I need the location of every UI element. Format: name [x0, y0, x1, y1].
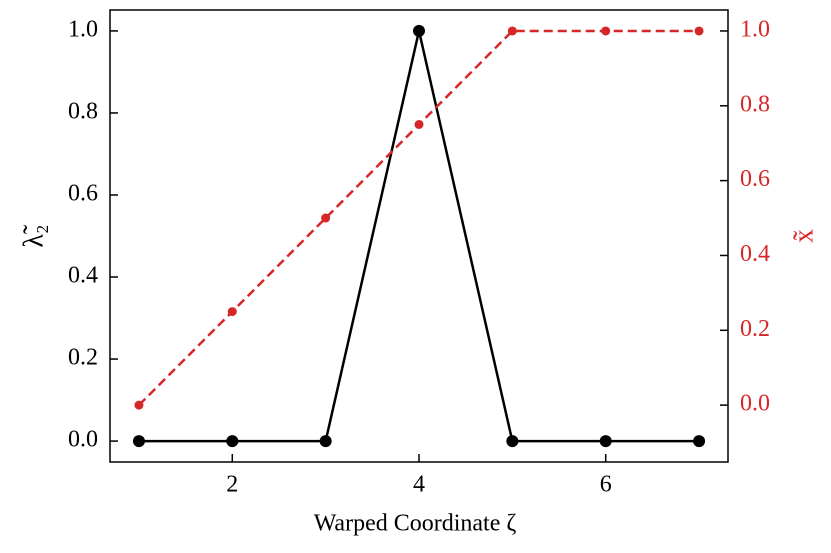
y-tick-label: 1.0 — [68, 16, 98, 42]
y2-tick-label: 0.4 — [740, 241, 770, 267]
point — [693, 435, 706, 448]
point — [414, 119, 424, 129]
point — [601, 26, 611, 36]
point — [227, 307, 237, 317]
point — [132, 435, 145, 448]
point — [507, 26, 517, 36]
x-tick-label: 2 — [226, 472, 238, 498]
point — [226, 435, 239, 448]
point — [413, 24, 425, 37]
series-line — [138, 30, 700, 443]
y2-tick-label: 0.0 — [740, 391, 770, 417]
x-tick-label: 4 — [413, 472, 425, 498]
y-axis-label: λ̃₂ — [18, 224, 49, 248]
point — [319, 435, 332, 448]
y2-tick-label: 0.2 — [740, 316, 770, 342]
y-tick-label: 0.6 — [68, 180, 98, 206]
y2-axis-label: x̃ — [788, 229, 819, 243]
point — [599, 435, 612, 448]
plot-frame — [109, 9, 729, 463]
y2-tick-label: 0.6 — [740, 166, 770, 192]
y-tick-label: 0.0 — [68, 427, 98, 453]
y2-tick-label: 1.0 — [740, 16, 770, 42]
point — [321, 213, 331, 223]
y-tick-label: 0.8 — [68, 98, 98, 124]
y2-tick-label: 0.8 — [740, 91, 770, 117]
y-tick-label: 0.4 — [68, 263, 98, 289]
x-axis-label: Warped Coordinate ζ — [314, 511, 517, 537]
series-line — [138, 29, 700, 407]
x-tick-label: 6 — [600, 472, 612, 498]
y-tick-label: 0.2 — [68, 345, 98, 371]
point — [694, 26, 704, 36]
point — [506, 435, 519, 448]
point — [134, 400, 144, 410]
